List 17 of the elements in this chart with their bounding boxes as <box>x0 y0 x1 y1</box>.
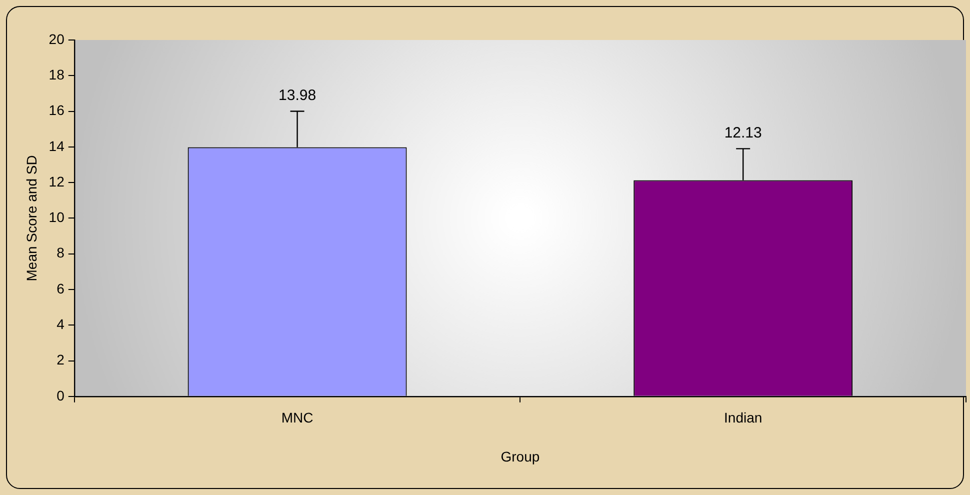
y-tick-label: 2 <box>56 352 65 368</box>
y-tick-label: 6 <box>56 280 65 296</box>
x-tick-label: Indian <box>724 410 762 426</box>
y-tick-label: 16 <box>48 102 65 118</box>
y-axis-title: Mean Score and SD <box>23 155 40 282</box>
y-tick-label: 8 <box>56 244 65 261</box>
y-tick-label: 14 <box>48 138 65 154</box>
x-axis-title: Group <box>500 448 540 464</box>
data-label: 13.98 <box>278 86 316 104</box>
y-tick-label: 10 <box>48 209 65 226</box>
y-tick-label: 0 <box>56 387 65 404</box>
data-label: 12.13 <box>724 124 762 142</box>
x-tick-label: MNC <box>281 410 314 426</box>
y-tick-label: 18 <box>48 66 65 82</box>
y-tick-label: 4 <box>56 316 65 332</box>
y-tick-label: 20 <box>48 30 65 47</box>
y-tick-label: 12 <box>48 173 65 190</box>
